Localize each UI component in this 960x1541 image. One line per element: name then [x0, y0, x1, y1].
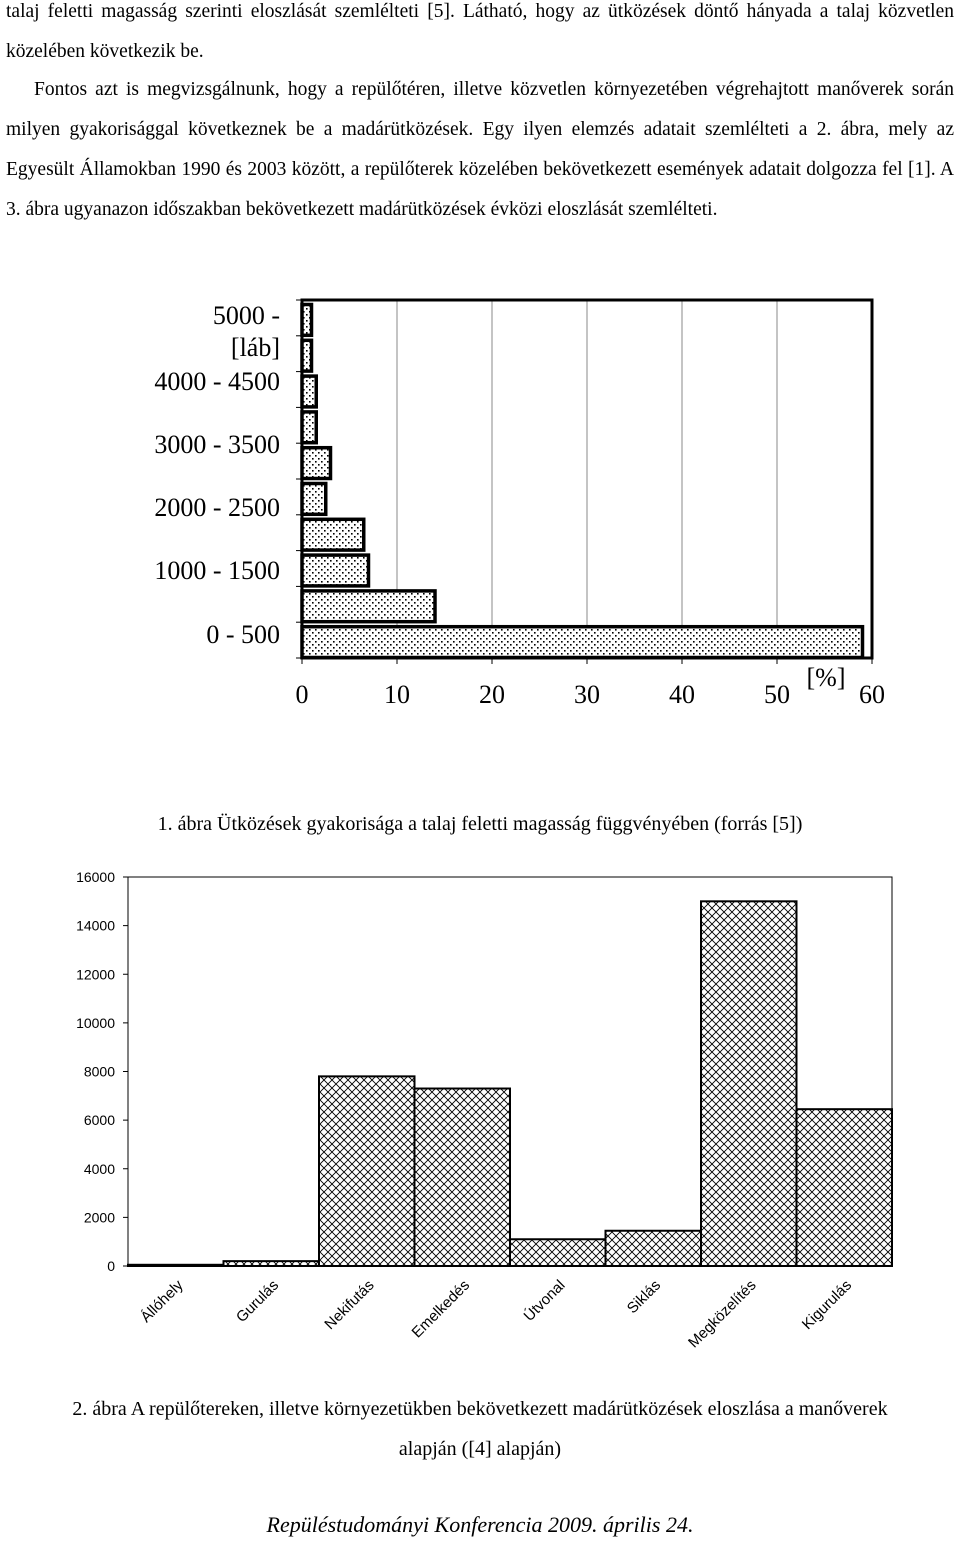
- x-tick-label: Emelkedés: [409, 1277, 473, 1341]
- body-paragraph-2: Fontos azt is megvizsgálnunk, hogy a rep…: [6, 79, 954, 220]
- y-tick-label: 6000: [84, 1112, 115, 1128]
- y-tick-label: 4000 - 4500: [154, 367, 280, 396]
- x-tick-label: Nekifutás: [321, 1277, 377, 1333]
- bar: [300, 624, 865, 660]
- x-tick-label: 20: [479, 680, 505, 709]
- x-tick-label: 60: [859, 680, 885, 709]
- bar: [300, 553, 371, 588]
- x-tick-label: Állóhely: [137, 1276, 187, 1326]
- y-tick-label: 2000: [84, 1209, 115, 1225]
- bar: [300, 410, 318, 445]
- y-tick-label: 0: [107, 1258, 115, 1274]
- x-tick-label: Megközelítés: [685, 1277, 760, 1352]
- x-unit-label: [%]: [807, 663, 846, 692]
- y-tick-label: 1000 - 1500: [154, 556, 280, 585]
- y-tick-label: 14000: [76, 918, 115, 934]
- x-tick-label: 0: [296, 680, 309, 709]
- bar: [300, 481, 328, 517]
- y-tick-label: 3000 - 3500: [154, 430, 280, 459]
- y-tick-label: 10000: [76, 1015, 115, 1031]
- bar: [300, 589, 437, 624]
- bar: [300, 374, 318, 409]
- figure-2-caption-line-2: alapján ([4] alapján): [398, 1438, 562, 1460]
- bar: [604, 1229, 702, 1268]
- figure-2-caption-line-1: 2. ábra A repülőtereken, illetve környez…: [72, 1398, 888, 1420]
- figure-1-caption: 1. ábra Ütközések gyakorisága a talaj fe…: [157, 813, 803, 835]
- x-tick-label: 30: [574, 680, 600, 709]
- body-paragraph-1: talaj feletti magasság szerinti eloszlás…: [6, 1, 954, 62]
- bar: [300, 445, 333, 481]
- x-tick-label: Gurulás: [233, 1277, 282, 1326]
- y-tick-label: 8000: [84, 1064, 115, 1080]
- y-tick-label: [láb]: [231, 333, 280, 362]
- bar: [509, 1238, 607, 1268]
- bar: [318, 1075, 416, 1267]
- x-tick-label: 10: [384, 680, 410, 709]
- bar: [795, 1108, 893, 1267]
- y-tick-label: 2000 - 2500: [154, 493, 280, 522]
- x-tick-label: Kigurulás: [799, 1277, 855, 1333]
- page-footer: Repüléstudományi Konferencia 2009. ápril…: [266, 1512, 694, 1537]
- y-tick-label: 4000: [84, 1161, 115, 1177]
- x-tick-label: 40: [669, 680, 695, 709]
- y-tick-label: 0 - 500: [206, 620, 280, 649]
- bar: [700, 900, 798, 1267]
- bar: [222, 1260, 320, 1268]
- x-tick-label: 50: [764, 680, 790, 709]
- figure-2-chart: 0 2000 4000 6000 8000 10000 12000 14000 16000 Ál…: [76, 869, 893, 1352]
- bar: [300, 517, 366, 552]
- bar: [413, 1087, 511, 1267]
- y-tick-label: 12000: [76, 966, 115, 982]
- x-tick-label: Útvonal: [521, 1277, 569, 1325]
- y-tick-label: 16000: [76, 869, 115, 885]
- y-tick-label: 5000 -: [213, 301, 280, 330]
- x-tick-label: Siklás: [624, 1277, 664, 1317]
